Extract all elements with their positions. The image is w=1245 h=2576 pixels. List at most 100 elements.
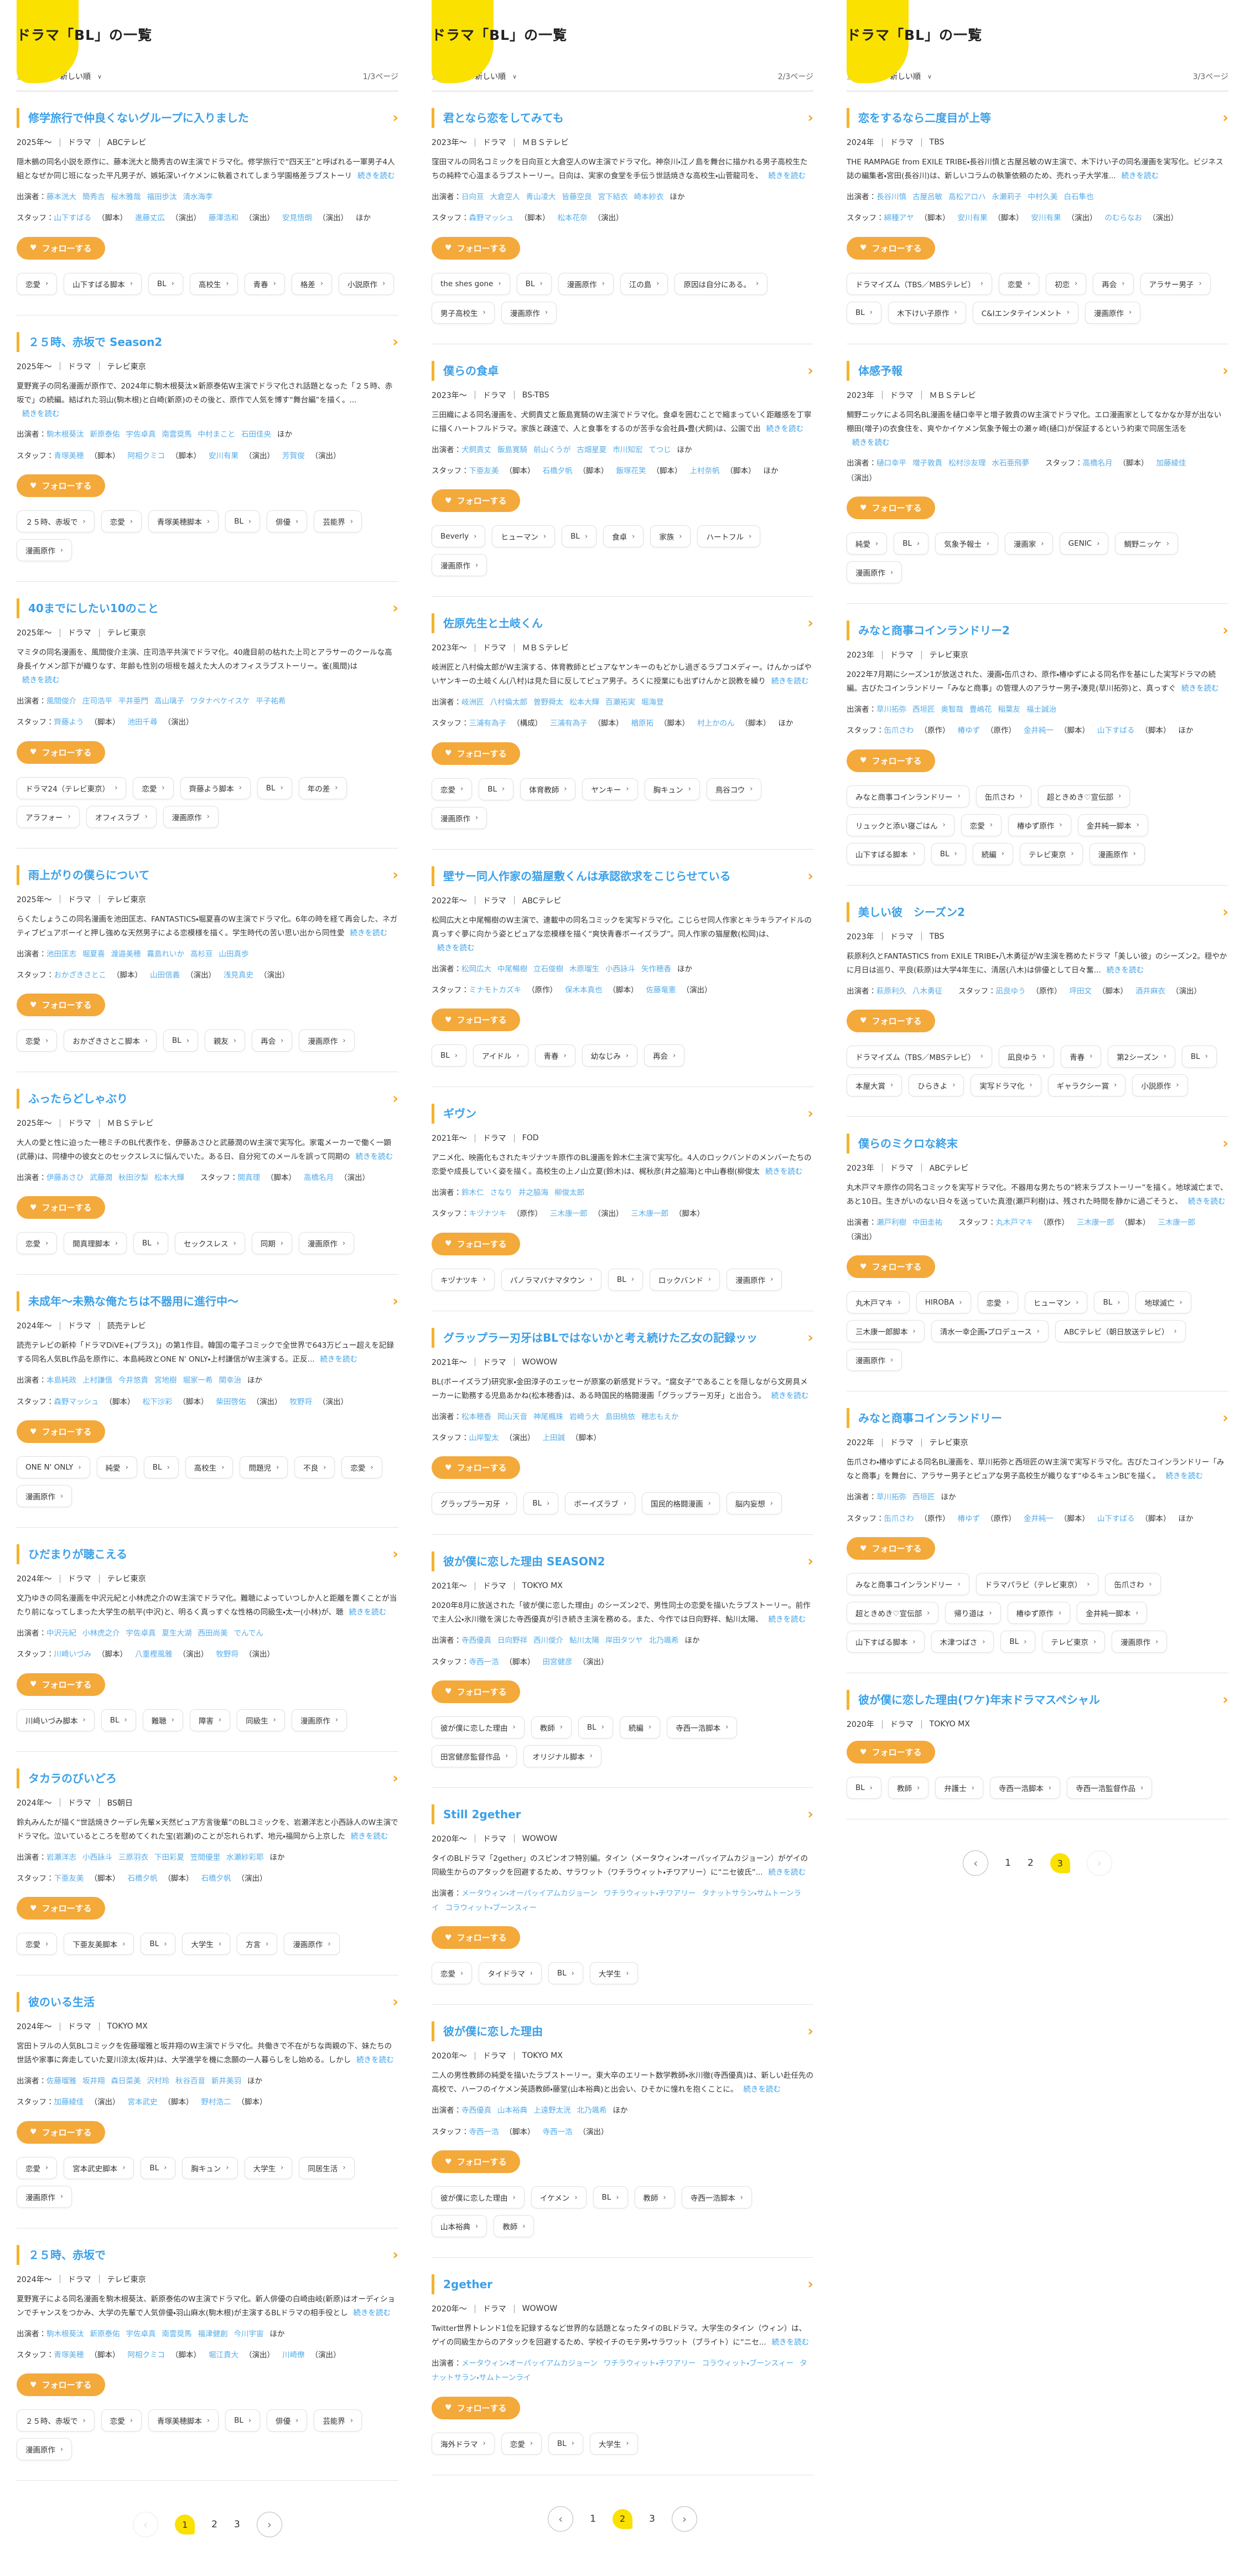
staff-link[interactable]: 加藤綾佳 [54,2098,84,2107]
page-number[interactable]: 2 [1028,1858,1034,1869]
tag-chip[interactable]: 鯛野ニッケ › [1115,532,1179,555]
staff-link[interactable]: 安川有果 [209,451,238,461]
chevron-right-icon[interactable]: › [807,362,813,379]
cast-link[interactable]: 永瀬莉子 [992,192,1022,201]
tag-chip[interactable]: 親友 › [204,1030,246,1052]
staff-link[interactable]: 金井純一 [1024,1514,1054,1523]
tag-chip[interactable]: 教師 › [634,2186,675,2209]
chevron-right-icon[interactable]: › [807,1806,813,1823]
read-more-link[interactable]: 続きを読む [437,943,475,953]
page-number[interactable]: 3 [649,2513,655,2525]
tag-chip[interactable]: 漫画原作 › [1085,301,1141,324]
cast-link[interactable]: 北乃颯希 [649,1636,679,1646]
cast-link[interactable]: 樋口幸平 [876,459,906,468]
cast-link[interactable]: 今川宇宙 [234,2329,264,2339]
drama-title-link[interactable]: 君となら恋をしてみても [443,111,564,125]
tag-chip[interactable]: 木下けい子原作 › [888,301,966,324]
tag-chip[interactable]: 男子高校生 › [432,301,495,324]
tag-chip[interactable]: テレビ東京 › [1019,842,1083,865]
cast-link[interactable]: 八木勇征 [912,986,942,996]
tag-chip[interactable]: ２５時、赤坂で › [17,510,95,533]
drama-title-link[interactable]: ふったらどしゃぶり [28,1092,128,1106]
drama-title-link[interactable]: 彼が僕に恋した理由 [443,2025,543,2039]
staff-link[interactable]: 丸木戸マキ [995,1218,1034,1227]
read-more-link[interactable]: 続きを読む [766,424,804,433]
tag-chip[interactable]: イケメン › [531,2186,587,2209]
read-more-link[interactable]: 続きを読む [356,2056,394,2065]
cast-link[interactable]: 小西詠斗 [82,1853,112,1862]
cast-link[interactable]: 簡秀吉 [82,192,105,201]
read-more-link[interactable]: 続きを読む [320,1355,358,1364]
read-more-link[interactable]: 続きを読む [771,1391,809,1400]
read-more-link[interactable]: 続きを読む [22,409,60,418]
follow-button[interactable]: ♥ フォローする [847,1537,935,1560]
cast-link[interactable]: 堀夏喜 [82,949,105,959]
cast-link[interactable]: 水瀬紗彩耶 [226,1853,264,1862]
tag-chip[interactable]: 恋愛 › [341,1456,382,1478]
chevron-right-icon[interactable]: › [392,600,398,617]
cast-link[interactable]: 岩崎う大 [569,1412,599,1421]
staff-link[interactable]: 上田誠 [542,1434,566,1443]
tag-chip[interactable]: 恋愛 › [998,272,1040,295]
follow-button[interactable]: ♥ フォローする [847,1741,935,1764]
cast-link[interactable]: でんでん [234,1628,263,1638]
cast-link[interactable]: 風間俊介 [46,697,76,706]
cast-link[interactable]: 中村久美 [1028,192,1058,201]
follow-button[interactable]: ♥ フォローする [432,236,520,260]
staff-link[interactable]: 山田信義 [150,970,180,980]
drama-title-link[interactable]: 体感予報 [858,364,902,377]
tag-chip[interactable]: 続編 › [619,1716,661,1739]
tag-chip[interactable]: 方言 › [237,1933,278,1956]
cast-link[interactable]: 小西詠斗 [605,964,635,974]
tag-chip[interactable]: BL › [523,1492,559,1515]
staff-link[interactable]: 森野マッシュ [469,214,514,223]
tag-chip[interactable]: 清水一幸企画・プロデュース › [931,1320,1049,1343]
tag-chip[interactable]: BL › [593,2186,628,2209]
cast-link[interactable]: 佐藤瑠雅 [46,2077,76,2086]
follow-button[interactable]: ♥ フォローする [432,1008,520,1032]
drama-title-link[interactable]: みなと商事コインランドリー2 [858,624,1010,638]
cast-link[interactable]: コラウィット・ブーンスィー [702,2358,794,2368]
read-more-link[interactable]: 続きを読む [22,676,60,685]
tag-chip[interactable]: 鳥谷コウ › [706,778,762,800]
chevron-right-icon[interactable]: › [807,1329,813,1346]
tag-chip[interactable]: 凪良ゆう › [998,1045,1055,1068]
tag-chip[interactable]: 青春 › [535,1044,575,1067]
tag-chip[interactable]: 教師 › [888,1777,929,1799]
follow-button[interactable]: ♥ フォローする [847,236,935,260]
page-number[interactable]: 1 [590,2513,596,2525]
tag-chip[interactable]: 漫画原作 › [727,1268,782,1291]
tag-chip[interactable]: 実写ドラマ化 › [971,1074,1041,1096]
tag-chip[interactable]: BL › [225,2409,261,2432]
cast-link[interactable]: 曽野舜太 [533,698,563,707]
follow-button[interactable]: ♥ フォローする [17,474,105,498]
cast-link[interactable]: 井之脇海 [518,1188,548,1198]
cast-link[interactable]: 草川拓弥 [876,705,906,715]
tag-chip[interactable]: 下亜友美脚本 › [64,1933,134,1956]
tag-chip[interactable]: 小説原作 › [339,272,395,295]
tag-chip[interactable]: BL › [1181,1045,1217,1068]
tag-chip[interactable]: 椿ゆず原作 › [1007,1602,1071,1625]
drama-title-link[interactable]: みなと商事コインランドリー [858,1411,1002,1425]
cast-link[interactable]: 宇佐卓真 [126,1628,156,1638]
tag-chip[interactable]: 教師 › [531,1716,572,1739]
staff-link[interactable]: 川崎僚 [282,2350,305,2360]
cast-link[interactable]: 三原羽衣 [118,1853,148,1862]
chevron-right-icon[interactable]: › [392,1546,398,1563]
staff-link[interactable]: 缶爪さわ [884,1514,914,1523]
tag-chip[interactable]: 恋愛 › [977,1291,1018,1314]
staff-link[interactable]: 凪良ゆう [995,986,1026,996]
cast-link[interactable]: 本島純政 [46,1376,76,1385]
tag-chip[interactable]: 俳優 › [267,510,308,533]
tag-chip[interactable]: 金井純一脚本 › [1077,814,1148,836]
tag-chip[interactable]: 漫画原作 › [432,554,487,577]
cast-link[interactable]: 福士誠治 [1026,705,1056,715]
tag-chip[interactable]: 木津つばさ › [931,1631,994,1653]
drama-title-link[interactable]: 僕らの食卓 [443,364,499,377]
tag-chip[interactable]: ハートフル › [697,525,761,548]
tag-chip[interactable]: 高校生 › [189,272,238,295]
tag-chip[interactable]: 金井純一脚本 › [1077,1602,1148,1625]
staff-link[interactable]: 三木康一郎 [550,1209,588,1219]
staff-link[interactable]: 上村奈帆 [689,466,720,475]
cast-link[interactable]: 松本大輝 [154,1173,184,1183]
